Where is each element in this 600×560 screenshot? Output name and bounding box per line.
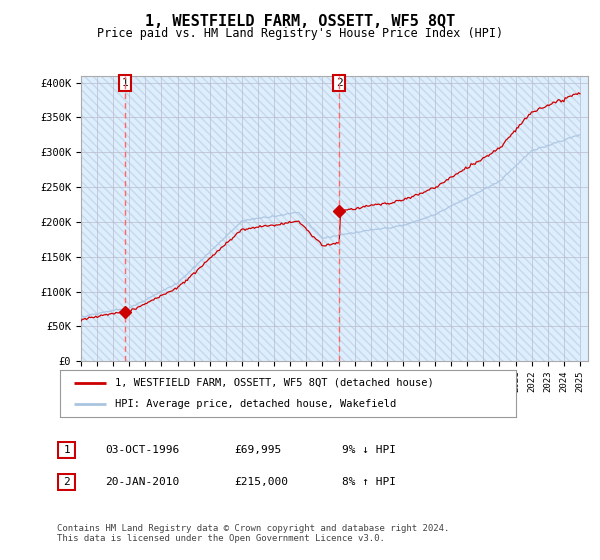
Text: 9% ↓ HPI: 9% ↓ HPI [342,445,396,455]
Text: £215,000: £215,000 [234,477,288,487]
Text: Contains HM Land Registry data © Crown copyright and database right 2024.
This d: Contains HM Land Registry data © Crown c… [57,524,449,543]
Text: Price paid vs. HM Land Registry's House Price Index (HPI): Price paid vs. HM Land Registry's House … [97,27,503,40]
Text: 1, WESTFIELD FARM, OSSETT, WF5 8QT (detached house): 1, WESTFIELD FARM, OSSETT, WF5 8QT (deta… [115,378,433,388]
Text: 2: 2 [63,477,70,487]
Text: 8% ↑ HPI: 8% ↑ HPI [342,477,396,487]
Text: HPI: Average price, detached house, Wakefield: HPI: Average price, detached house, Wake… [115,399,396,409]
Text: 03-OCT-1996: 03-OCT-1996 [105,445,179,455]
Text: 2: 2 [336,78,343,88]
Text: 20-JAN-2010: 20-JAN-2010 [105,477,179,487]
Text: 1, WESTFIELD FARM, OSSETT, WF5 8QT: 1, WESTFIELD FARM, OSSETT, WF5 8QT [145,14,455,29]
Text: 1: 1 [122,78,128,88]
Text: £69,995: £69,995 [234,445,281,455]
Text: 1: 1 [63,445,70,455]
